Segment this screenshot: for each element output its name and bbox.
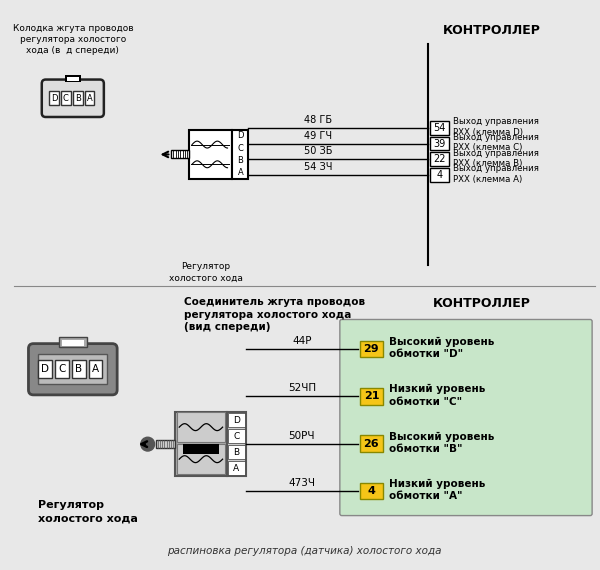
Text: Регулятор
холостого хода: Регулятор холостого хода [169, 262, 243, 283]
Text: B: B [75, 94, 80, 103]
Bar [227, 412, 246, 476]
Bar [175, 412, 227, 476]
Text: 473Ч: 473Ч [289, 478, 316, 488]
Text: C: C [58, 364, 65, 374]
Bar [61, 91, 71, 105]
Bar [38, 360, 52, 378]
Bar [65, 75, 80, 82]
Text: КОНТРОЛЛЕР: КОНТРОЛЛЕР [433, 297, 530, 310]
Text: C: C [233, 431, 239, 441]
Bar [55, 360, 69, 378]
Bar [73, 91, 83, 105]
Text: Выход управления
РХХ (клемма D): Выход управления РХХ (клемма D) [453, 117, 539, 137]
Bar [49, 91, 59, 105]
Text: Выход управления
РХХ (клемма С): Выход управления РХХ (клемма С) [453, 133, 539, 152]
Bar [172, 150, 189, 158]
Text: 54 ЗЧ: 54 ЗЧ [304, 162, 332, 172]
Text: Низкий уровень
обмотки "А": Низкий уровень обмотки "А" [389, 479, 485, 501]
Bar [72, 360, 86, 378]
Bar [85, 91, 94, 105]
Text: Колодка жгута проводов
регулятора холостого
хода (в  д спереди): Колодка жгута проводов регулятора холост… [13, 24, 133, 55]
Bar [189, 130, 232, 179]
Bar [89, 360, 103, 378]
Text: Высокий уровень
обмотки "B": Высокий уровень обмотки "B" [389, 431, 494, 454]
Bar [359, 341, 383, 357]
Text: A: A [86, 94, 92, 103]
Bar [67, 76, 79, 80]
Text: B: B [238, 156, 243, 165]
Bar [359, 388, 383, 405]
FancyBboxPatch shape [42, 80, 104, 117]
Bar [227, 429, 245, 443]
Bar [430, 121, 449, 135]
Text: A: A [92, 364, 99, 374]
Bar [38, 355, 107, 384]
Bar [227, 413, 245, 427]
Text: распиновка регулятора (датчика) холостого хода: распиновка регулятора (датчика) холостог… [167, 546, 442, 556]
FancyBboxPatch shape [28, 344, 117, 395]
Text: 54: 54 [433, 123, 446, 133]
Text: 29: 29 [364, 344, 379, 354]
Text: C: C [63, 94, 69, 103]
Bar [177, 444, 224, 474]
Text: B: B [75, 364, 82, 374]
Text: 4: 4 [436, 170, 442, 180]
Bar [183, 444, 218, 454]
Text: B: B [233, 447, 239, 457]
Text: Низкий уровень
обмотки "C": Низкий уровень обмотки "C" [389, 384, 485, 406]
Text: A: A [238, 168, 243, 177]
Text: 50РЧ: 50РЧ [289, 431, 315, 441]
Text: C: C [238, 144, 243, 153]
Bar [430, 137, 449, 150]
Text: 26: 26 [364, 439, 379, 449]
Bar [232, 130, 248, 179]
Bar [359, 483, 383, 499]
Text: 21: 21 [364, 392, 379, 401]
Text: 39: 39 [433, 139, 446, 149]
Bar [430, 168, 449, 182]
Bar [59, 337, 86, 347]
Text: D: D [237, 132, 244, 140]
Bar [359, 435, 383, 452]
Text: 49 ГЧ: 49 ГЧ [304, 131, 332, 141]
Text: 50 ЗБ: 50 ЗБ [304, 146, 332, 156]
Circle shape [141, 437, 155, 451]
Bar [430, 152, 449, 166]
Bar [62, 340, 83, 345]
Text: Соединитель жгута проводов
регулятора холостого хода
(вид спереди): Соединитель жгута проводов регулятора хо… [184, 297, 365, 332]
Text: D: D [51, 94, 58, 103]
Text: Выход управления
РХХ (клемма А): Выход управления РХХ (клемма А) [453, 164, 539, 184]
Text: 44Р: 44Р [292, 336, 311, 346]
FancyBboxPatch shape [340, 320, 592, 516]
Text: 22: 22 [433, 154, 446, 164]
Text: 4: 4 [367, 486, 376, 496]
Text: Высокий уровень
обмотки "D": Высокий уровень обмотки "D" [389, 337, 494, 359]
Text: Выход управления
РХХ (клемма B): Выход управления РХХ (клемма B) [453, 149, 539, 168]
Text: D: D [233, 416, 240, 425]
Text: 52ЧП: 52ЧП [288, 384, 316, 393]
Text: 48 ГБ: 48 ГБ [304, 115, 332, 125]
Text: D: D [41, 364, 49, 374]
Bar [155, 440, 175, 448]
Text: A: A [233, 463, 239, 473]
Text: Регулятор
холостого хода: Регулятор холостого хода [38, 500, 138, 523]
Bar [177, 412, 224, 442]
Bar [227, 461, 245, 475]
Text: КОНТРОЛЛЕР: КОНТРОЛЛЕР [443, 24, 541, 37]
Bar [227, 445, 245, 459]
